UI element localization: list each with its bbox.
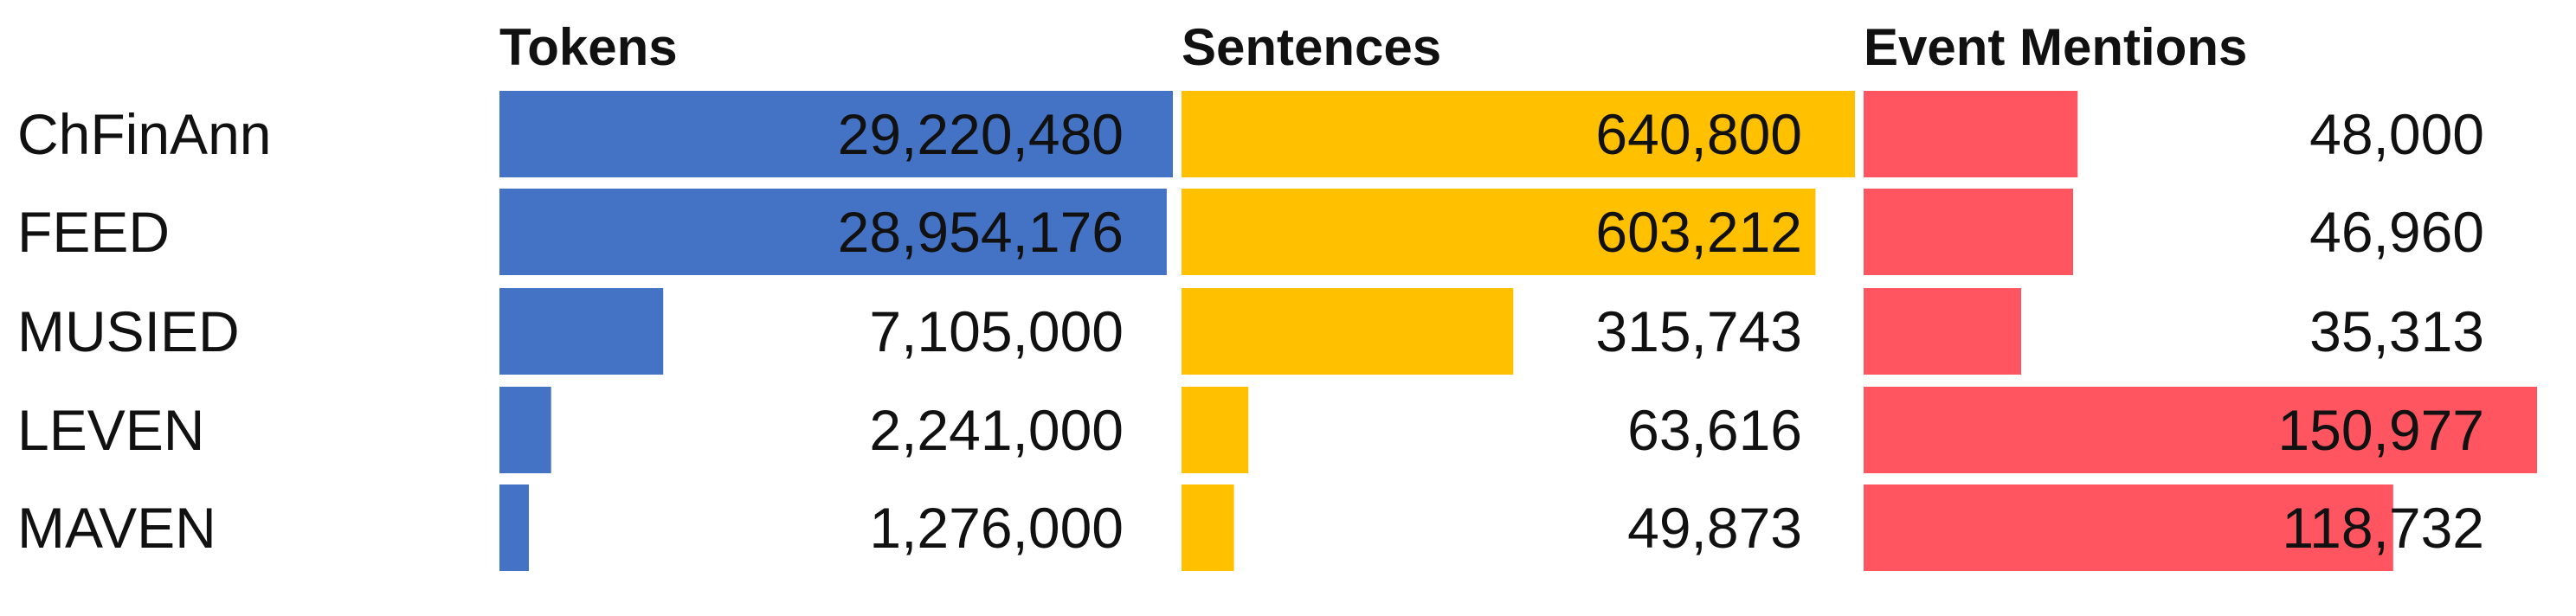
row-label-chfinann: ChFinAnn [17, 102, 272, 166]
bar-tokens-musied [499, 288, 664, 375]
value-label-event-mentions-maven: 118,732 [2282, 496, 2484, 560]
value-label-tokens-feed: 28,954,176 [838, 200, 1124, 264]
header-event-mentions: Event Mentions [1864, 18, 2247, 76]
bar-sentences-chfinann [1182, 91, 1855, 177]
value-label-sentences-chfinann: 640,800 [1595, 102, 1802, 166]
bar-tokens-maven [499, 484, 529, 571]
bar-event-mentions-feed [1864, 189, 2073, 275]
value-label-sentences-leven: 63,616 [1627, 398, 1802, 462]
row-label-leven: LEVEN [17, 398, 204, 462]
value-label-sentences-musied: 315,743 [1595, 299, 1802, 363]
row-label-feed: FEED [17, 200, 170, 264]
value-label-event-mentions-feed: 46,960 [2309, 200, 2484, 264]
bar-event-mentions-chfinann [1864, 91, 2078, 177]
value-label-tokens-musied: 7,105,000 [869, 299, 1124, 363]
value-label-event-mentions-leven: 150,977 [2277, 398, 2484, 462]
value-label-sentences-feed: 603,212 [1595, 200, 1802, 264]
value-label-tokens-maven: 1,276,000 [869, 496, 1124, 560]
value-label-event-mentions-musied: 35,313 [2309, 299, 2484, 363]
header-tokens: Tokens [499, 18, 678, 76]
bar-event-mentions-musied [1864, 288, 2021, 375]
value-label-tokens-leven: 2,241,000 [869, 398, 1124, 462]
value-label-sentences-maven: 49,873 [1627, 496, 1802, 560]
value-label-event-mentions-chfinann: 48,000 [2309, 102, 2484, 166]
row-label-musied: MUSIED [17, 299, 240, 363]
header-sentences: Sentences [1182, 18, 1441, 76]
bar-sentences-musied [1182, 288, 1514, 375]
bar-tokens-feed [499, 189, 1167, 275]
bar-tokens-leven [499, 387, 551, 473]
bar-sentences-feed [1182, 189, 1816, 275]
bar-sentences-maven [1182, 484, 1234, 571]
bar-tokens-chfinann [499, 91, 1173, 177]
value-label-tokens-chfinann: 29,220,480 [838, 102, 1124, 166]
bar-event-mentions-leven [1864, 387, 2537, 473]
bar-sentences-leven [1182, 387, 1249, 473]
row-label-maven: MAVEN [17, 496, 216, 560]
bar-event-mentions-maven [1864, 484, 2393, 571]
